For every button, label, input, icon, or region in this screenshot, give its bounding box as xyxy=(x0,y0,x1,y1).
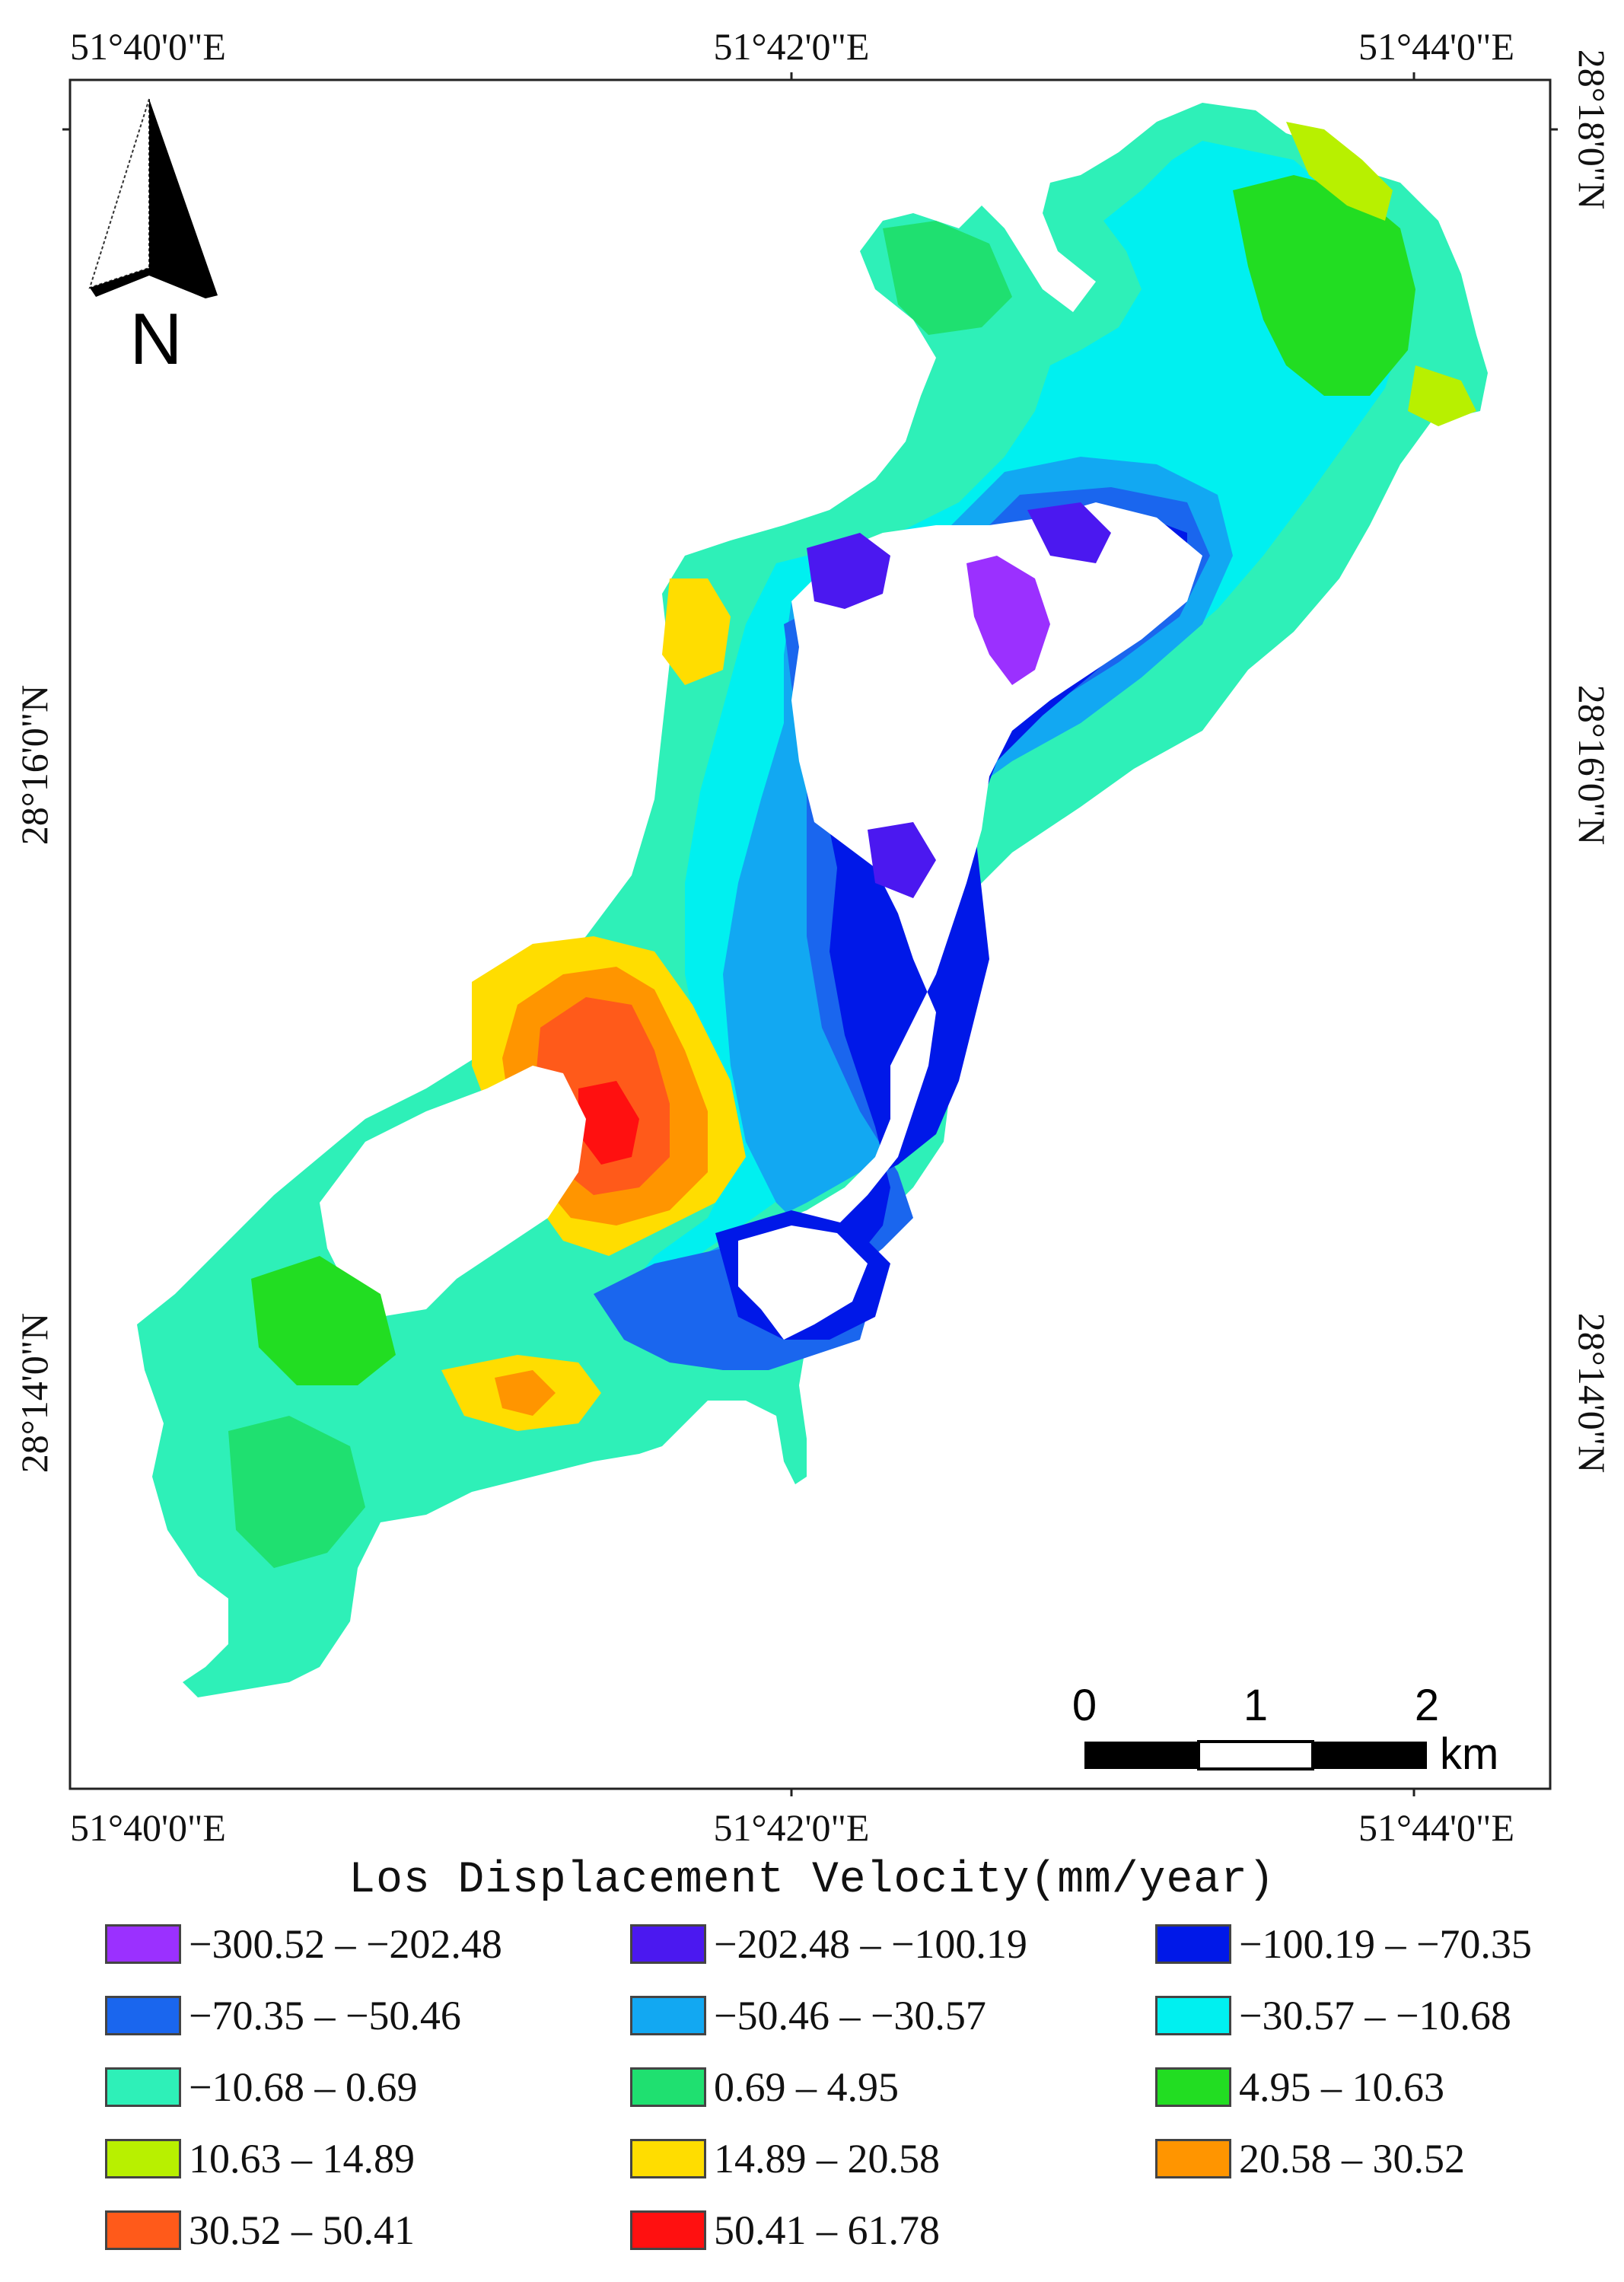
legend-item: −30.57 – −10.68 xyxy=(1155,1988,1612,2043)
legend-label: 14.89 – 20.58 xyxy=(714,2136,940,2182)
legend-label: −300.52 – −202.48 xyxy=(189,1921,502,1967)
legend-label: −50.46 – −30.57 xyxy=(714,1993,986,2038)
zone-void-upper xyxy=(753,502,1202,1302)
legend-item: 14.89 – 20.58 xyxy=(630,2131,1155,2186)
left-lat-label-2: 28°14'0"N xyxy=(13,1313,56,1474)
legend-swatch xyxy=(630,1924,706,1964)
zone-mint-sw xyxy=(228,1416,365,1568)
legend-item: −202.48 – −100.19 xyxy=(630,1917,1155,1971)
right-lat-label-1: 28°18'0"N xyxy=(1571,49,1613,210)
north-arrow-icon: N xyxy=(88,98,218,380)
top-lon-label-2: 51°42'0"E xyxy=(714,25,870,68)
zone-void-west xyxy=(320,1066,586,1317)
scale-tick-0: 0 xyxy=(1072,1681,1097,1730)
zone-mint-ne xyxy=(883,221,1012,335)
zone-green-sw xyxy=(251,1256,396,1385)
legend-swatch xyxy=(1155,2139,1231,2178)
zone-red-w xyxy=(578,1081,639,1165)
top-lon-label-3: 51°44'0"E xyxy=(1358,25,1514,68)
legend-swatch xyxy=(105,2210,181,2250)
legend-item: −70.35 – −50.46 xyxy=(105,1988,630,2043)
top-coordinate-labels: 51°40'0"E 51°42'0"E 51°44'0"E xyxy=(70,25,1514,68)
legend-item: 20.58 – 30.52 xyxy=(1155,2131,1612,2186)
legend-label: −202.48 – −100.19 xyxy=(714,1921,1027,1967)
legend-label: −10.68 – 0.69 xyxy=(189,2064,418,2110)
legend-swatch xyxy=(1155,1924,1231,1964)
scale-tick-1: 1 xyxy=(1243,1681,1268,1730)
bottom-lon-label-3: 51°44'0"E xyxy=(1358,1806,1514,1849)
zone-yellowgreen-ne xyxy=(1286,122,1476,426)
legend-swatch xyxy=(1155,1996,1231,2035)
legend-label: 50.41 – 61.78 xyxy=(714,2207,940,2253)
legend-label: −100.19 – −70.35 xyxy=(1239,1921,1532,1967)
legend-label: −70.35 – −50.46 xyxy=(189,1993,461,2038)
zone-void-se xyxy=(738,1225,868,1340)
bottom-lon-label-1: 51°40'0"E xyxy=(70,1806,226,1849)
legend-item: 30.52 – 50.41 xyxy=(105,2203,630,2258)
legend-swatch xyxy=(105,1996,181,2035)
displacement-raster xyxy=(137,103,1488,1697)
legend-label: 4.95 – 10.63 xyxy=(1239,2064,1444,2110)
legend-item: −50.46 – −30.57 xyxy=(630,1988,1155,2043)
legend-item: 10.63 – 14.89 xyxy=(105,2131,630,2186)
scale-bar: 0 1 2 km xyxy=(1072,1681,1498,1779)
zone-orange-sw xyxy=(495,1370,556,1416)
legend-item: 50.41 – 61.78 xyxy=(630,2203,1155,2258)
legend-swatch xyxy=(630,1996,706,2035)
left-coordinate-labels: 28°16'0"N 28°14'0"N xyxy=(13,685,56,1474)
scale-unit: km xyxy=(1440,1729,1498,1779)
top-lon-label-1: 51°40'0"E xyxy=(70,25,226,68)
legend-swatch xyxy=(630,2210,706,2250)
graticule-ticks xyxy=(62,72,1558,1796)
legend-swatch xyxy=(105,2139,181,2178)
right-lat-label-3: 28°14'0"N xyxy=(1571,1313,1613,1474)
left-lat-label-1: 28°16'0"N xyxy=(13,685,56,846)
legend-item: 0.69 – 4.95 xyxy=(630,2060,1155,2115)
legend-label: 0.69 – 4.95 xyxy=(714,2064,899,2110)
legend-label: 10.63 – 14.89 xyxy=(189,2136,415,2182)
legend-swatch xyxy=(105,2067,181,2107)
bottom-coordinate-labels: 51°40'0"E 51°42'0"E 51°44'0"E xyxy=(70,1806,1514,1849)
legend-swatch xyxy=(630,2067,706,2107)
zone-violet xyxy=(807,502,1111,898)
legend-item: −10.68 – 0.69 xyxy=(105,2060,630,2115)
zone-green-ne xyxy=(1233,175,1415,396)
zone-purple xyxy=(966,556,1050,685)
right-lat-label-2: 28°16'0"N xyxy=(1571,685,1613,846)
legend-swatch xyxy=(630,2139,706,2178)
legend-title: Los Displacement Velocity(mm/year) xyxy=(349,1856,1275,1905)
legend-label: 30.52 – 50.41 xyxy=(189,2207,415,2253)
right-coordinate-labels: 28°18'0"N 28°16'0"N 28°14'0"N xyxy=(1571,49,1613,1474)
legend-item: −300.52 – −202.48 xyxy=(105,1917,630,1971)
legend: −300.52 – −202.48 −202.48 – −100.19 −100.1… xyxy=(105,1917,1612,2258)
legend-label: 20.58 – 30.52 xyxy=(1239,2136,1465,2182)
scale-tick-2: 2 xyxy=(1415,1681,1439,1730)
legend-swatch xyxy=(105,1924,181,1964)
legend-item: 4.95 – 10.63 xyxy=(1155,2060,1612,2115)
legend-label: −30.57 – −10.68 xyxy=(1239,1993,1511,2038)
north-label: N xyxy=(129,298,182,380)
bottom-lon-label-2: 51°42'0"E xyxy=(714,1806,870,1849)
legend-item: −100.19 – −70.35 xyxy=(1155,1917,1612,1971)
legend-swatch xyxy=(1155,2067,1231,2107)
